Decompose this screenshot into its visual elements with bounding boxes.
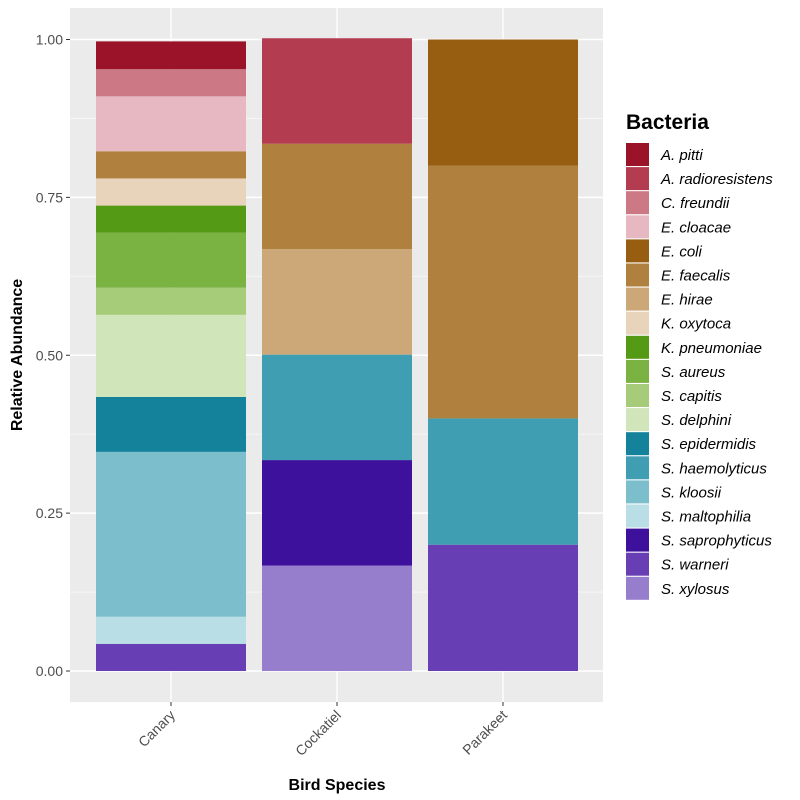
legend-item-label: S. epidermidis	[661, 436, 757, 453]
legend: Bacteria A. pitti A. radioresistens C. fre…	[626, 111, 773, 600]
legend-item-label: E. cloacae	[661, 219, 731, 236]
legend-key	[626, 239, 649, 263]
bar-segment	[96, 151, 246, 179]
legend-key	[626, 528, 649, 552]
legend-item-label: S. warneri	[661, 557, 729, 574]
legend-item-label: C. freundii	[661, 195, 730, 212]
bar-segment	[262, 38, 412, 144]
legend-item-label: S. capitis	[661, 388, 722, 405]
x-tick-label: Parakeet	[459, 707, 510, 758]
legend-item-label: S. haemolyticus	[661, 460, 767, 477]
legend-key	[626, 311, 649, 335]
legend-item-label: K. oxytoca	[661, 316, 731, 333]
bar-segment	[428, 544, 578, 671]
legend-item-label: S. delphini	[661, 412, 732, 429]
bar-segment	[428, 165, 578, 419]
legend-key	[626, 576, 649, 600]
bar-segment	[428, 418, 578, 545]
bar-segment	[96, 69, 246, 97]
legend-item-label: S. aureus	[661, 364, 726, 381]
bar-segment	[96, 314, 246, 397]
bar-segment	[96, 451, 246, 617]
legend-item-label: S. kloosii	[661, 484, 722, 501]
bar-segment	[96, 232, 246, 288]
x-tick-label: Cockatiel	[292, 707, 344, 759]
legend-key	[626, 215, 649, 239]
legend-item-label: E. faecalis	[661, 268, 731, 285]
legend-item-label: A. radioresistens	[660, 171, 773, 188]
bar-segment	[96, 41, 246, 70]
legend-title: Bacteria	[626, 111, 709, 134]
legend-key	[626, 384, 649, 407]
bar-segment	[96, 287, 246, 315]
y-tick-label: 0.25	[36, 505, 63, 521]
y-tick-label: 1.00	[36, 32, 63, 48]
legend-key	[626, 456, 649, 480]
legend-item-label: S. saprophyticus	[661, 533, 772, 550]
legend-key	[626, 408, 649, 432]
bar-segment	[96, 616, 246, 644]
y-tick-label: 0.75	[36, 189, 63, 205]
bar-segment	[96, 178, 246, 206]
legend-key	[626, 359, 649, 383]
legend-key	[626, 191, 649, 215]
y-tick-label: 0.00	[36, 663, 63, 679]
legend-key	[626, 143, 649, 166]
y-axis: 0.00 0.25 0.50 0.75 1.00	[36, 32, 70, 679]
y-axis-title: Relative Abundance	[9, 279, 26, 431]
bar-segment	[262, 460, 412, 566]
bar-segment	[262, 143, 412, 250]
bar-segment	[96, 643, 246, 671]
legend-key	[626, 263, 649, 287]
legend-key	[626, 335, 649, 359]
bar-segment	[96, 205, 246, 233]
legend-item-label: E. coli	[661, 243, 703, 260]
legend-item-label: S. maltophilia	[661, 509, 751, 526]
legend-item-label: A. pitti	[660, 147, 703, 164]
legend-key	[626, 504, 649, 528]
bar-segment	[96, 396, 246, 452]
y-tick-label: 0.50	[36, 347, 63, 363]
x-axis-title: Bird Species	[289, 777, 386, 794]
legend-key	[626, 480, 649, 504]
legend-key	[626, 432, 649, 456]
legend-key	[626, 167, 649, 191]
bars	[96, 38, 578, 671]
legend-item-label: K. pneumoniae	[661, 340, 762, 357]
legend-key	[626, 287, 649, 311]
bar-segment	[262, 354, 412, 461]
x-tick-label: Canary	[135, 707, 178, 750]
bar-segment	[262, 565, 412, 671]
x-axis: Canary Cockatiel Parakeet	[135, 702, 510, 759]
bar-segment	[262, 249, 412, 355]
legend-item-label: S. xylosus	[661, 581, 730, 598]
bar-segment	[428, 39, 578, 166]
legend-key	[626, 552, 649, 576]
bar-segment	[96, 96, 246, 152]
legend-item-label: E. hirae	[661, 292, 713, 309]
